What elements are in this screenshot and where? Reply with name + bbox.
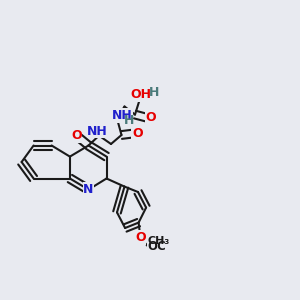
Text: OC: OC bbox=[148, 239, 166, 253]
Text: NH: NH bbox=[87, 124, 108, 138]
Text: O: O bbox=[132, 127, 143, 140]
Text: H: H bbox=[124, 114, 134, 128]
Text: OH: OH bbox=[130, 88, 152, 101]
Text: CH₃: CH₃ bbox=[148, 236, 170, 247]
Text: O: O bbox=[71, 129, 82, 142]
Text: N: N bbox=[83, 183, 94, 196]
Text: O: O bbox=[145, 111, 156, 124]
Text: H: H bbox=[149, 86, 159, 99]
Text: NH: NH bbox=[112, 109, 133, 122]
Text: O: O bbox=[135, 231, 146, 244]
Text: O: O bbox=[135, 231, 146, 244]
